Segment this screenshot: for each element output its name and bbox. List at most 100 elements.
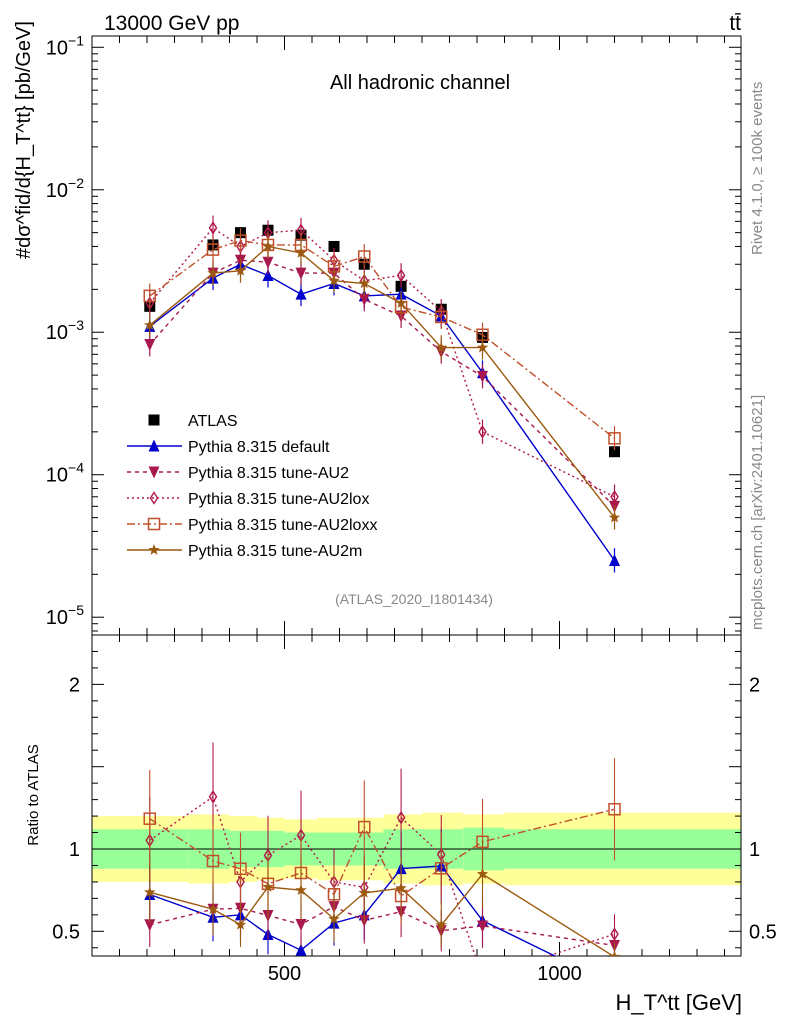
ratio-point-pythia-8-315-default <box>295 943 307 956</box>
data-point-pythia-8-315-tune-au2loxx <box>143 289 156 303</box>
ratio-point-pythia-8-315-tune-au2m <box>262 881 274 892</box>
rivet-version-label: Rivet 4.1.0, ≥ 100k events <box>749 82 766 255</box>
ratio-point-pythia-8-315-tune-au2m <box>144 886 156 898</box>
y-tick-label-ratio-right: 0.5 <box>749 921 777 943</box>
data-point-pythia-8-315-default <box>295 287 307 300</box>
data-point-atlas <box>328 240 340 252</box>
data-point-pythia-8-315-default <box>609 554 620 567</box>
y-tick-label-main: 10−3 <box>46 317 84 344</box>
legend: ATLAS Pythia 8.315 default Pythia 8.315 tu… <box>127 413 377 560</box>
ratio-point-pythia-8-315-tune-au2 <box>477 920 488 933</box>
legend-label-atlas: ATLAS <box>188 413 238 430</box>
data-point-pythia-8-315-tune-au2loxx <box>435 310 448 324</box>
axes-frame: 10−5 10−4 10−3 10−2 10−1 0.5 0.5 1 1 2 2 500 1000 <box>46 32 777 985</box>
legend-marker-pythia-8-315-tune-au2lox <box>149 491 159 505</box>
data-point-pythia-8-315-tune-au2m <box>144 319 156 331</box>
ratio-point-pythia-8-315-tune-au2loxx <box>206 854 220 868</box>
data-point-pythia-8-315-tune-au2loxx <box>358 250 371 263</box>
data-point-pythia-8-315-tune-au2 <box>144 339 156 352</box>
legend-marker-pythia-8-315-tune-au2loxx <box>147 517 161 531</box>
legend-marker-pythia-8-315-tune-au2m <box>148 544 160 555</box>
ratio-point-pythia-8-315-tune-au2loxx <box>358 820 371 834</box>
data-point-pythia-8-315-tune-au2loxx <box>234 234 247 247</box>
data-point-pythia-8-315-tune-au2lox <box>478 425 487 439</box>
data-point-pythia-8-315-tune-au2m <box>328 274 340 286</box>
data-point-pythia-8-315-tune-au2m <box>358 277 370 289</box>
chart-title: All hadronic channel <box>330 72 510 94</box>
data-point-pythia-8-315-tune-au2 <box>262 256 274 269</box>
ratio-point-pythia-8-315-tune-au2m <box>234 918 247 930</box>
ratio-line-pythia-8-315-tune-au2m <box>149 873 615 956</box>
ratio-point-pythia-8-315-tune-au2m <box>608 950 621 956</box>
data-point-pythia-8-315-tune-au2 <box>358 293 370 306</box>
data-point-pythia-8-315-tune-au2m <box>608 511 621 523</box>
main-plot-series <box>143 215 621 573</box>
y-tick-label-main: 10−5 <box>46 602 84 629</box>
legend-marker-pythia-8-315-default <box>148 439 160 452</box>
x-tick-label: 500 <box>268 963 301 985</box>
ratio-point-pythia-8-315-tune-au2loxx <box>234 862 247 876</box>
legend-label-pythia-8-315-default: Pythia 8.315 default <box>188 439 330 456</box>
y-tick-label-ratio-right: 2 <box>749 674 760 696</box>
legend-marker-atlas <box>148 414 160 426</box>
series-line-pythia-8-315-tune-au2lox <box>149 226 615 498</box>
data-point-pythia-8-315-tune-au2lox <box>396 268 406 283</box>
y-axis-label-ratio: Ratio to ATLAS <box>25 744 42 845</box>
data-point-pythia-8-315-tune-au2loxx <box>608 432 621 445</box>
y-tick-label-ratio: 2 <box>69 674 80 696</box>
energy-label: 13000 GeV pp <box>104 12 239 35</box>
ratio-point-pythia-8-315-tune-au2loxx <box>435 862 448 875</box>
data-point-pythia-8-315-default <box>262 269 274 282</box>
ratio-point-pythia-8-315-tune-au2m <box>435 919 447 930</box>
data-point-pythia-8-315-tune-au2 <box>477 370 488 383</box>
data-point-pythia-8-315-tune-au2 <box>295 267 307 280</box>
data-point-pythia-8-315-tune-au2m <box>262 240 274 252</box>
ratio-point-pythia-8-315-tune-au2 <box>295 918 307 931</box>
data-point-pythia-8-315-tune-au2lox <box>208 221 218 235</box>
ratio-point-pythia-8-315-tune-au2m <box>395 882 407 893</box>
ratio-point-pythia-8-315-default <box>609 979 620 991</box>
y-tick-label-main: 10−2 <box>46 175 84 202</box>
y-tick-label-main: 10−1 <box>46 32 84 59</box>
data-point-pythia-8-315-tune-au2m <box>295 247 307 258</box>
ratio-point-pythia-8-315-tune-au2m <box>207 903 219 915</box>
data-point-pythia-8-315-tune-au2m <box>234 264 247 276</box>
y-tick-label-ratio: 0.5 <box>52 921 80 943</box>
series-line-pythia-8-315-tune-au2loxx <box>149 239 615 439</box>
y-axis-label-main: #dσ^fid/d{H_T^tt} [pb/GeV] <box>13 21 35 259</box>
data-point-pythia-8-315-tune-au2lox <box>610 489 619 504</box>
ratio-point-pythia-8-315-tune-au2loxx <box>608 803 621 816</box>
ratio-plot-series <box>143 742 621 991</box>
series-line-pythia-8-315-tune-au2 <box>149 259 615 507</box>
ratio-point-pythia-8-315-tune-au2lox <box>396 810 406 825</box>
legend-label-pythia-8-315-tune-au2loxx: Pythia 8.315 tune-AU2loxx <box>188 517 377 534</box>
ratio-point-pythia-8-315-tune-au2m <box>328 913 340 924</box>
ratio-point-pythia-8-315-tune-au2lox <box>610 927 619 941</box>
ratio-point-pythia-8-315-tune-au2m <box>476 868 489 879</box>
ratio-point-pythia-8-315-tune-au2m <box>358 886 370 898</box>
y-tick-label-ratio: 1 <box>69 839 80 861</box>
analysis-id-label: (ATLAS_2020_I1801434) <box>335 591 493 607</box>
ratio-point-pythia-8-315-tune-au2loxx <box>143 812 156 825</box>
y-tick-label-ratio-right: 1 <box>749 839 760 861</box>
ratio-point-pythia-8-315-tune-au2lox <box>479 972 486 983</box>
data-point-pythia-8-315-tune-au2m <box>435 341 447 353</box>
ratio-point-pythia-8-315-tune-au2m <box>295 884 307 895</box>
ratio-point-pythia-8-315-tune-au2 <box>144 919 156 932</box>
legend-label-pythia-8-315-tune-au2m: Pythia 8.315 tune-AU2m <box>188 543 362 560</box>
process-label: tt̄ <box>729 12 741 35</box>
x-axis-label: H_T^tt [GeV] <box>616 990 742 1015</box>
data-point-pythia-8-315-tune-au2m <box>207 267 219 278</box>
mcplots-label: mcplots.cern.ch [arXiv:2401.10621] <box>749 395 766 630</box>
x-tick-label: 1000 <box>537 963 582 985</box>
data-point-atlas <box>609 446 620 458</box>
legend-label-pythia-8-315-tune-au2: Pythia 8.315 tune-AU2 <box>188 465 349 482</box>
data-point-pythia-8-315-tune-au2m <box>395 297 407 308</box>
y-tick-label-main: 10−4 <box>46 460 84 487</box>
data-point-pythia-8-315-tune-au2loxx <box>206 243 220 256</box>
legend-marker-pythia-8-315-tune-au2 <box>148 466 160 479</box>
ratio-frame <box>91 634 742 957</box>
legend-label-pythia-8-315-tune-au2lox: Pythia 8.315 tune-AU2lox <box>188 491 369 508</box>
ratio-point-pythia-8-315-tune-au2lox <box>208 790 218 804</box>
